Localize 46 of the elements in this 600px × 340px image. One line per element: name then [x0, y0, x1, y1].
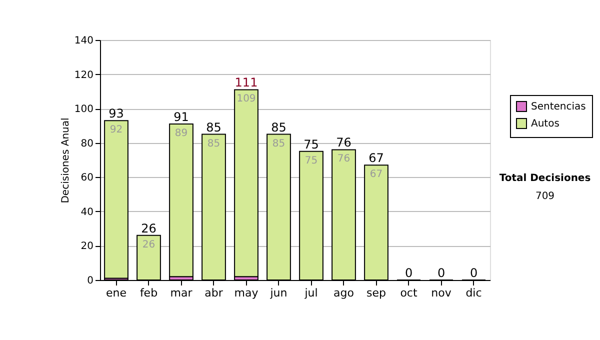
data-label: 89 [174, 128, 188, 139]
total-label: 85 [271, 120, 286, 134]
text: Total Decisiones [499, 173, 591, 184]
total-label: 0 [404, 266, 413, 280]
y-axis-title: Decisiones Anual [60, 118, 72, 204]
y-tick-label: 140 [74, 36, 94, 46]
data-label: 76 [337, 154, 350, 165]
x-tick-label: nov [431, 286, 452, 300]
data-label: 67 [370, 169, 383, 180]
legend-label: Sentencias [531, 102, 586, 112]
x-tick-label: jul [304, 286, 318, 300]
data-label: 109 [236, 94, 256, 105]
total-label: 85 [206, 120, 222, 134]
x-tick-label: oct [400, 286, 418, 300]
total-label: 67 [368, 151, 384, 166]
x-tick-label: feb [140, 286, 158, 300]
total-label: 76 [336, 136, 352, 150]
x-tick-label: may [234, 286, 259, 300]
data-label: 92 [110, 124, 123, 136]
total-label: 0 [437, 266, 446, 280]
data-label: 75 [304, 155, 318, 166]
x-tick-label: sep [366, 286, 386, 300]
total-label: 0 [470, 266, 478, 280]
data-label: 85 [207, 138, 220, 150]
y-tick-label: 20 [80, 241, 94, 252]
x-tick-label: mar [170, 286, 193, 300]
total-label: 91 [174, 110, 189, 124]
x-tick-label: ago [334, 286, 354, 300]
x-tick-label: jun [269, 286, 288, 300]
y-tick-label: 40 [80, 206, 94, 218]
y-tick-label: 0 [87, 276, 94, 286]
total-label: 75 [304, 137, 319, 152]
y-tick-label: 80 [80, 138, 94, 150]
data-label: 26 [142, 239, 156, 250]
total-label: 26 [141, 221, 156, 236]
x-tick-label: abr [204, 286, 224, 300]
y-tick-label: 120 [74, 70, 94, 81]
text: 709 [535, 191, 555, 202]
total-label: 93 [108, 106, 124, 121]
y-tick-label: 100 [74, 104, 94, 116]
data-label: 85 [272, 138, 286, 150]
y-tick-label: 60 [80, 172, 94, 184]
x-tick-label: dic [466, 286, 482, 300]
legend-label: Autos [531, 118, 560, 130]
x-tick-label: ene [106, 286, 127, 300]
total-label: 111 [234, 76, 258, 90]
